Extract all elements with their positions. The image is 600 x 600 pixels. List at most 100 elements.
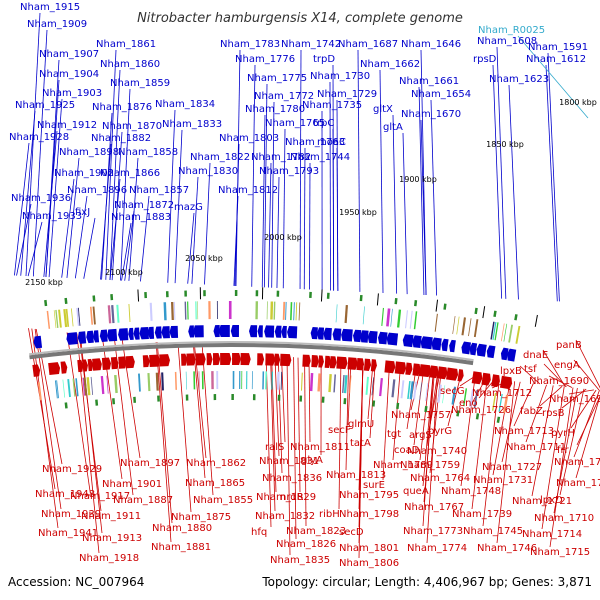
forward-label-6: Nham_1912: [37, 120, 97, 131]
reverse-label-53: Nham_1831: [259, 456, 319, 467]
forward-category-58: [46, 310, 51, 329]
reverse-category-0: [502, 394, 509, 413]
forward-gene-32: [188, 325, 195, 338]
forward-label-connector-38: [261, 114, 266, 288]
forward-gene-9: [420, 336, 433, 350]
forward-category-32: [255, 301, 259, 320]
reverse-label-connector-2: [573, 359, 600, 391]
reverse-label-connector-0: [575, 339, 600, 389]
forward-category-13: [413, 311, 418, 330]
reverse-gene-19: [324, 355, 331, 369]
forward-gene-12: [386, 332, 399, 346]
forward-category-45: [116, 304, 120, 323]
forward-gene-8: [431, 337, 442, 351]
forward-label-connector-22: [140, 195, 150, 282]
forward-label-10: Nham_1896: [67, 185, 127, 196]
forward-label-42: Nham_1742: [281, 39, 341, 50]
forward-gene-16: [352, 329, 362, 343]
reverse-label-12: Nham_1702: [556, 478, 600, 489]
forward-label-connector-11: [16, 203, 32, 276]
forward-label-14: Nham_1861: [96, 39, 156, 50]
reverse-label-82: Nham_1941: [38, 528, 98, 539]
forward-category-37: [195, 301, 197, 320]
reverse-label-43: secF: [328, 425, 351, 436]
reverse-category-5: [463, 388, 468, 407]
forward-label-connector-52: [402, 132, 408, 295]
reverse-label-connector-30: [419, 371, 431, 461]
forward-category-10: [456, 316, 460, 335]
forward-gene-42: [99, 329, 108, 342]
forward-label-connector-21: [109, 178, 121, 281]
reverse-category-19: [349, 375, 352, 394]
reverse-label-37: coaD: [394, 445, 420, 456]
reverse-category-50: [100, 375, 105, 395]
reverse-label-10: frr: [557, 445, 569, 456]
reverse-category-4: [469, 389, 474, 408]
forward-label-connector-5: [20, 110, 36, 276]
reverse-gene-38: [125, 355, 135, 369]
forward-label-connector-39: [282, 128, 286, 289]
reverse-category-16: [379, 378, 383, 397]
forward-label-connector-20: [128, 157, 139, 281]
reverse-label-54: Nham_1811: [290, 442, 350, 453]
reverse-label-connector-34: [482, 379, 500, 527]
reverse-gene-18: [329, 356, 337, 369]
forward-category-29: [273, 301, 276, 320]
reverse-label-78: Nham_1918: [79, 553, 139, 564]
reverse-label-connector-79: [35, 328, 63, 465]
reverse-label-60: ribH: [319, 509, 340, 520]
reverse-gene-46: [60, 361, 68, 374]
reverse-label-20: Nham_1726: [451, 405, 511, 416]
forward-label-connector-49: [357, 49, 361, 292]
inner-marker-2: [456, 410, 460, 417]
forward-category-51: [76, 307, 80, 326]
forward-label-2: Nham_1907: [39, 49, 99, 60]
outer-marker-5: [394, 298, 398, 305]
forward-label-21: Nham_1866: [100, 168, 160, 179]
forward-category-4: [494, 322, 499, 341]
forward-label-29: Nham_1830: [178, 166, 238, 177]
reverse-label-8: rpsB: [542, 408, 565, 419]
forward-label-connector-44: [329, 81, 331, 291]
forward-gene-37: [139, 327, 149, 340]
forward-gene-35: [154, 326, 162, 339]
forward-category-3: [500, 323, 505, 342]
reverse-gene-7: [429, 365, 439, 379]
reverse-gene-6: [437, 366, 448, 380]
forward-label-connector-41: [309, 162, 311, 290]
reverse-label-connector-43: [347, 363, 352, 426]
forward-label-51: gltX: [373, 104, 393, 115]
reverse-label-26: Nham_1757: [391, 410, 451, 421]
reverse-label-connector-64: [293, 357, 297, 540]
reverse-label-16: Nham_1715: [530, 547, 590, 558]
reverse-category-48: [114, 374, 118, 394]
forward-label-52: gltA: [383, 122, 403, 133]
forward-gene-2: [486, 345, 496, 359]
forward-category-20: [362, 306, 365, 325]
forward-label-connector-14: [105, 49, 117, 280]
reverse-category-34: [241, 371, 243, 390]
reverse-category-35: [239, 371, 241, 390]
reverse-label-connector-8: [561, 388, 587, 409]
reverse-label-connector-6: [568, 389, 594, 395]
forward-category-26: [290, 302, 293, 321]
reverse-gene-43: [87, 358, 94, 372]
forward-label-44: Nham_1730: [310, 71, 370, 82]
forward-label-connector-12: [27, 221, 43, 277]
forward-label-connector-60: [508, 84, 519, 300]
reverse-gene-24: [274, 353, 281, 366]
reverse-gene-28: [232, 353, 241, 366]
reverse-label-41: Nham_1774: [407, 543, 467, 554]
forward-gene-46: [66, 332, 78, 345]
forward-label-41: Nham_1744: [290, 152, 350, 163]
reverse-gene-47: [48, 362, 61, 376]
forward-category-15: [405, 310, 408, 329]
reverse-label-connector-9: [570, 389, 597, 429]
forward-label-connector-51: [392, 114, 398, 294]
reverse-label-connector-56: [345, 363, 349, 471]
reverse-label-5: Nham_1690: [529, 376, 589, 387]
reverse-label-52: ralS: [265, 442, 284, 453]
reverse-gene-17: [336, 356, 348, 370]
reverse-category-49: [106, 375, 109, 394]
forward-label-56: Nham_1670: [401, 109, 461, 120]
